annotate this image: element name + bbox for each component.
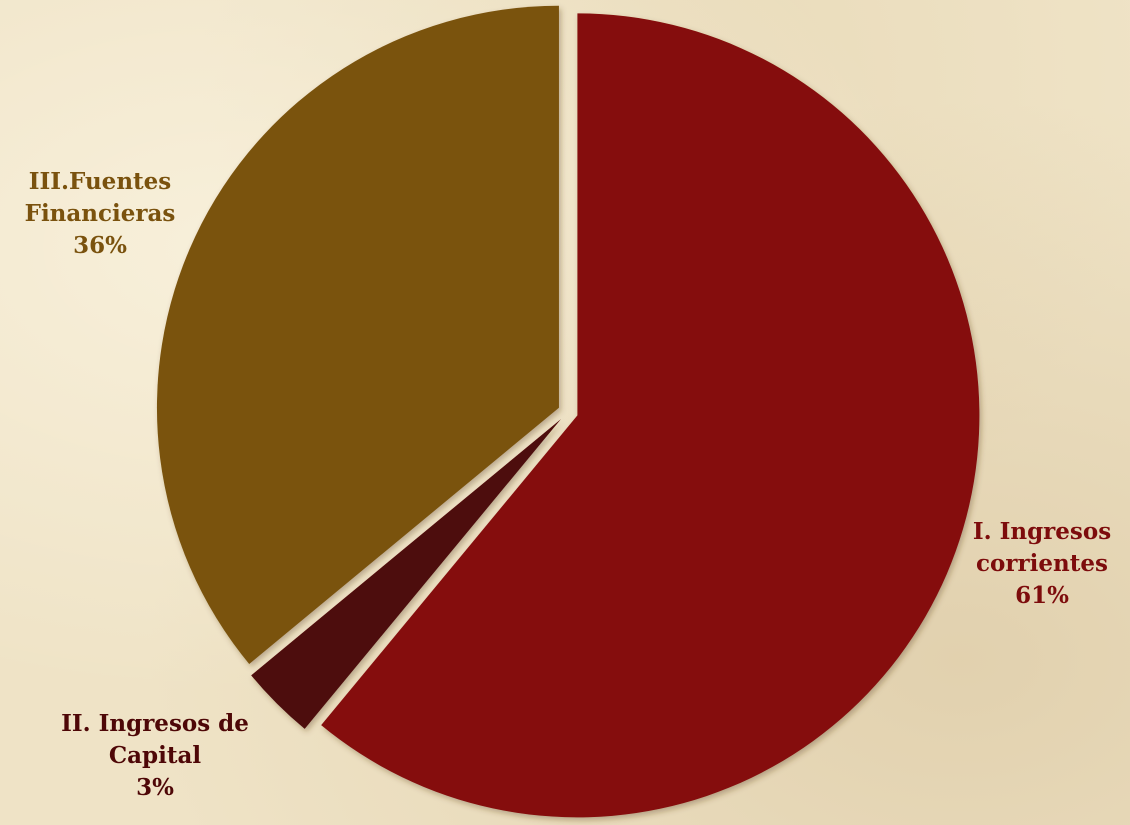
slice-label-line1: I. Ingresos bbox=[972, 518, 1112, 545]
pie-slice-ingresos-corrientes bbox=[321, 13, 980, 818]
slice-label-line2: Capital bbox=[108, 742, 202, 769]
slice-value-label: 3% bbox=[136, 774, 174, 801]
slice-value-label: 36% bbox=[73, 232, 127, 259]
pie-slice-ingresos-de-capital bbox=[251, 419, 561, 729]
slice-label-ingresos-de-capital: II. Ingresos de Capital 3% bbox=[30, 708, 280, 804]
slice-label-line2: Financieras bbox=[24, 200, 176, 227]
pie-slice-fuentes-financieras bbox=[156, 5, 559, 664]
slice-label-fuentes-financieras: III.Fuentes Financieras 36% bbox=[0, 166, 200, 262]
slice-label-line1: II. Ingresos de bbox=[61, 710, 249, 737]
slice-value-label: 61% bbox=[1015, 582, 1069, 609]
slice-label-line2: corrientes bbox=[976, 550, 1108, 577]
slice-label-line1: III.Fuentes bbox=[28, 168, 172, 195]
slice-label-ingresos-corrientes: I. Ingresos corrientes 61% bbox=[958, 516, 1126, 612]
